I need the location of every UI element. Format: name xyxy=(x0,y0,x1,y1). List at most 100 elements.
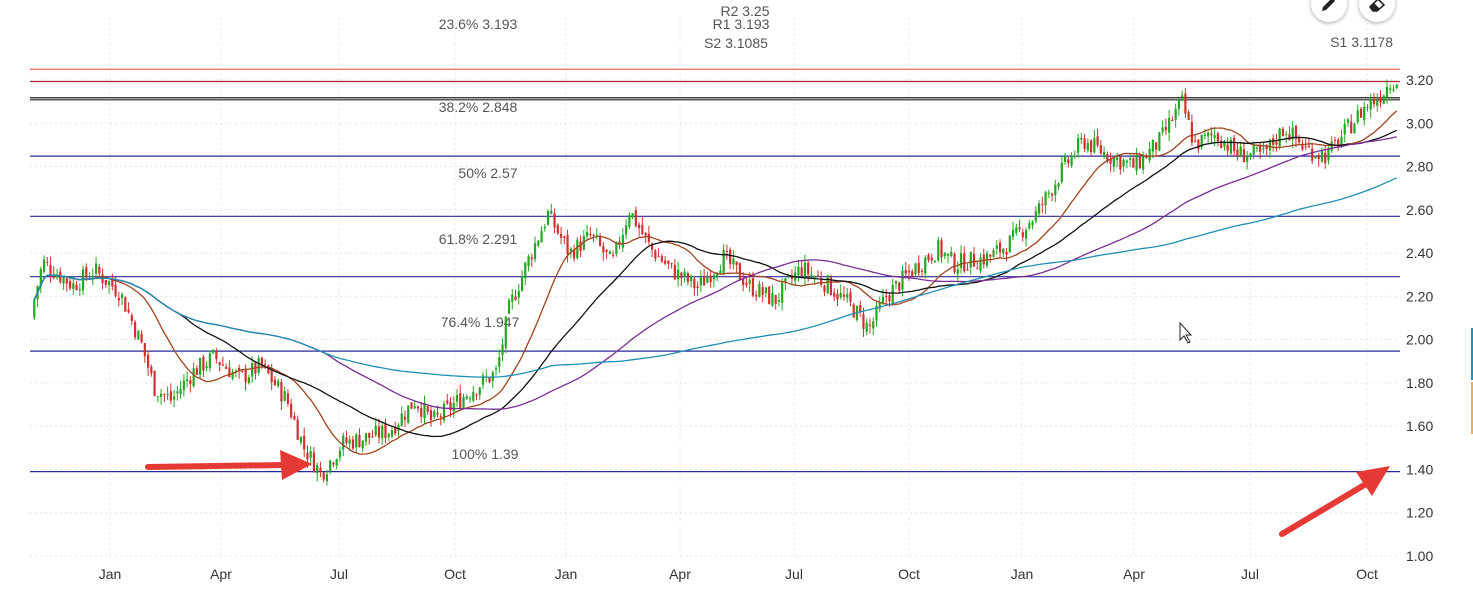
candle-body xyxy=(1119,156,1122,170)
candle-body xyxy=(420,407,423,417)
candle-body xyxy=(1129,158,1132,160)
candle-body xyxy=(729,249,732,264)
candle-body xyxy=(592,234,595,236)
x-tick-label: Oct xyxy=(898,566,920,582)
y-axis: 1.00 1.20 1.40 1.60 1.80 2.00 2.20 2.40 2.60 2.80… xyxy=(1406,72,1433,564)
candle-body xyxy=(94,263,98,274)
candle-body xyxy=(309,451,312,458)
candle-body xyxy=(46,261,49,263)
candle-body xyxy=(914,263,917,275)
y-tick-label: 1.00 xyxy=(1406,548,1433,564)
candle-body xyxy=(182,380,185,390)
candle-body xyxy=(1164,126,1167,131)
arrow-upright-shaft xyxy=(1279,481,1369,537)
candle-body xyxy=(42,259,46,272)
candle-body xyxy=(859,304,862,313)
candle-body xyxy=(1106,154,1109,162)
x-tick-label: Jul xyxy=(330,566,348,582)
candle-body xyxy=(589,233,592,235)
candle-body xyxy=(758,283,761,297)
candle-body xyxy=(875,305,878,321)
candle-body xyxy=(189,380,192,384)
candle-body xyxy=(1223,141,1226,147)
candle-body xyxy=(1093,138,1096,153)
candle-body xyxy=(397,425,400,431)
candle-body xyxy=(683,271,686,276)
moving-average-line xyxy=(33,129,1397,438)
x-tick-label: Jan xyxy=(99,566,122,582)
candle-body xyxy=(836,293,839,300)
candle-body xyxy=(452,403,455,412)
candle-body xyxy=(91,275,94,277)
candle-body xyxy=(186,379,189,382)
candle-body xyxy=(1369,99,1372,110)
candle-body xyxy=(816,275,820,277)
candle-body xyxy=(62,277,65,284)
moving-average-line xyxy=(33,110,1398,455)
candle-body xyxy=(1239,146,1242,157)
candle-body xyxy=(719,270,722,275)
candle-body xyxy=(381,425,384,439)
candle-body xyxy=(1028,223,1031,229)
x-tick-label: Oct xyxy=(444,566,466,582)
candle-body xyxy=(374,425,377,436)
candle-body xyxy=(712,274,715,280)
candle-body xyxy=(1174,108,1177,121)
edge-marker-orange xyxy=(1471,382,1473,434)
eraser-tool-button[interactable] xyxy=(1359,0,1395,22)
candle-body xyxy=(1037,203,1041,214)
candle-body xyxy=(546,211,550,225)
candle-body xyxy=(273,379,277,386)
candle-body xyxy=(963,253,966,272)
candle-body xyxy=(355,434,358,448)
candle-body xyxy=(68,281,72,289)
y-tick-label: 2.40 xyxy=(1406,245,1433,261)
candle-body xyxy=(833,292,836,297)
candle-body xyxy=(738,263,742,281)
candle-body xyxy=(862,314,865,329)
candle-body xyxy=(163,394,166,396)
x-tick-label: Oct xyxy=(1356,566,1378,582)
candle-body xyxy=(901,270,904,290)
candle-body xyxy=(426,406,429,412)
candle-body xyxy=(943,253,946,257)
level-label: 50% 2.57 xyxy=(458,165,517,181)
candle-body xyxy=(364,433,368,442)
candle-body xyxy=(423,403,426,419)
level-label: S1 3.1178 xyxy=(1330,34,1393,50)
candle-body xyxy=(1067,159,1070,164)
level-label: R2 3.25 xyxy=(720,3,769,19)
candle-body xyxy=(342,435,345,450)
candle-body xyxy=(657,256,660,258)
candle-body xyxy=(686,273,689,282)
candle-body xyxy=(530,257,533,260)
level-label: 100% 1.39 xyxy=(452,446,519,462)
candle-body xyxy=(322,472,325,480)
candle-body xyxy=(384,423,387,439)
candle-body xyxy=(319,467,322,471)
candle-body xyxy=(133,322,137,338)
candle-body xyxy=(1096,136,1099,146)
candle-body xyxy=(231,371,234,379)
candle-body xyxy=(1044,192,1047,206)
candle-body xyxy=(1050,193,1054,196)
candle-body xyxy=(1252,145,1255,156)
candle-body xyxy=(481,375,485,385)
candle-body xyxy=(911,271,914,277)
pencil-tool-button[interactable] xyxy=(1311,0,1347,22)
candle-body xyxy=(842,294,846,297)
candle-body xyxy=(1307,145,1311,148)
candle-body xyxy=(1216,133,1220,142)
candle-body xyxy=(820,278,823,285)
candle-body xyxy=(1116,157,1119,161)
candle-body xyxy=(771,292,774,306)
candle-body xyxy=(1177,99,1180,110)
candle-body xyxy=(1262,147,1265,150)
y-tick-label: 3.00 xyxy=(1406,115,1433,131)
candle-body xyxy=(173,396,176,400)
candle-body xyxy=(1330,141,1333,151)
candle-body xyxy=(664,260,667,264)
candle-body xyxy=(959,253,963,268)
candle-body xyxy=(810,274,813,277)
